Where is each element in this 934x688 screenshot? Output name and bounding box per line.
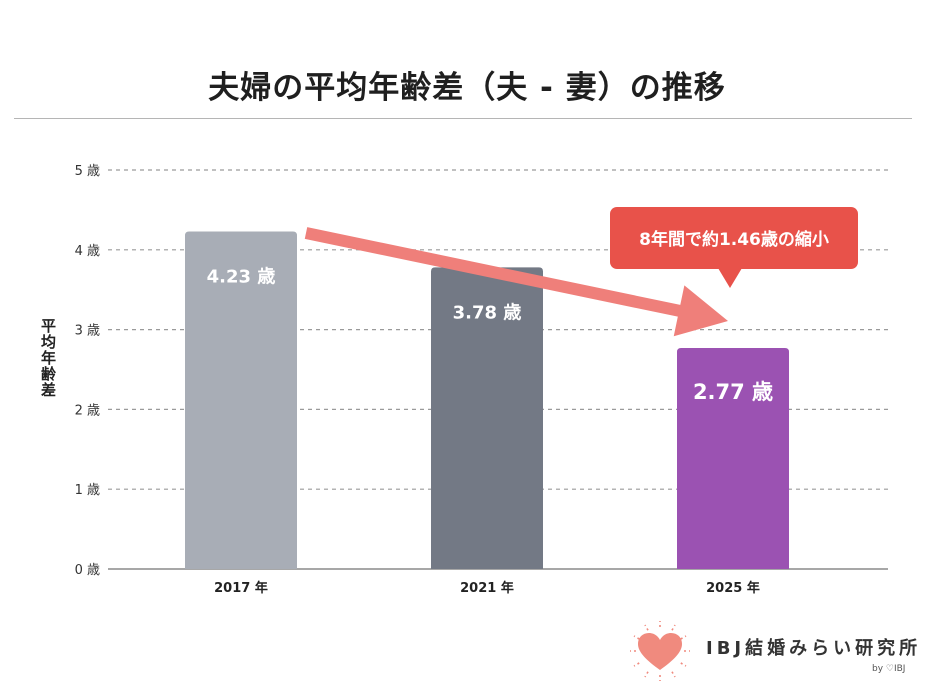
chart-title: 夫婦の平均年齢差（夫 - 妻）の推移 [208, 70, 726, 106]
logo-sub: by ♡IBJ [872, 664, 906, 674]
bar-chart: 0 歳 1 歳 2 歳 3 歳 4 歳 5 歳 4.23 歳 3.78 歳 2.77 歳 8年… [39, 164, 888, 596]
y-tick-label: 0 歳 [75, 563, 100, 578]
logo-ray [671, 671, 676, 678]
x-tick-label: 2017 年 [214, 580, 268, 596]
y-tick-label: 4 歳 [75, 244, 100, 259]
data-label: 4.23 歳 [207, 266, 276, 287]
trend-arrow [304, 227, 728, 337]
x-tick-label: 2025 年 [706, 580, 760, 596]
bar [431, 267, 543, 569]
ibj-logo: IBJ結婚みらい研究所 by ♡IBJ [620, 620, 920, 682]
logo-ray [671, 624, 676, 631]
data-label: 2.77 歳 [693, 380, 773, 404]
y-tick-label: 1 歳 [75, 483, 100, 498]
y-axis-label: 平均年齢差 [39, 318, 57, 398]
logo-ray [644, 624, 649, 631]
bar [185, 231, 297, 570]
x-tick-label: 2021 年 [460, 580, 514, 596]
logo-ray [633, 635, 640, 640]
callout-box [610, 207, 858, 269]
callout-text: 8年間で約1.46歳の縮小 [639, 229, 829, 250]
logo-ray [680, 635, 687, 640]
logo-ray [644, 671, 649, 678]
logo-text: IBJ結婚みらい研究所 [706, 638, 922, 659]
title-divider [14, 118, 912, 119]
logo-ray [680, 662, 687, 667]
bar [677, 347, 789, 569]
y-tick-label: 3 歳 [75, 324, 100, 339]
logo-ray [633, 662, 640, 667]
y-tick-label: 5 歳 [75, 164, 100, 179]
y-tick-label: 2 歳 [75, 403, 100, 418]
callout-pointer [718, 268, 742, 288]
data-label: 3.78 歳 [453, 302, 522, 323]
heart-logo-icon [630, 621, 690, 681]
